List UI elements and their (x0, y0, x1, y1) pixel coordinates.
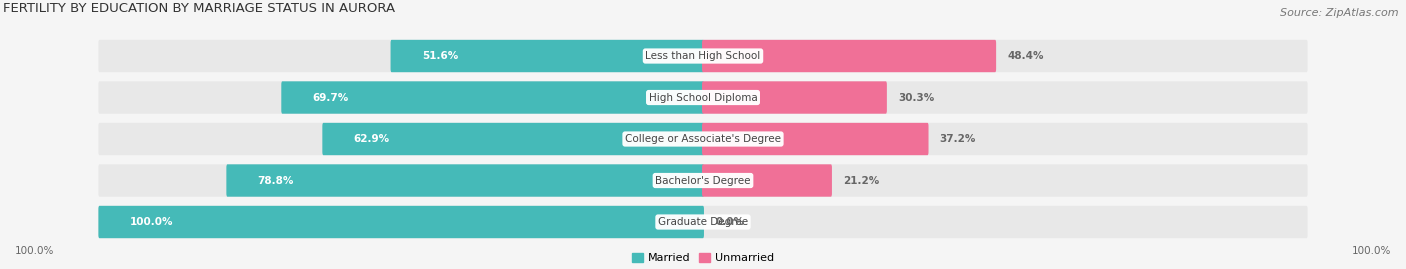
FancyBboxPatch shape (98, 123, 1308, 155)
FancyBboxPatch shape (98, 206, 1308, 238)
Text: 51.6%: 51.6% (422, 51, 458, 61)
FancyBboxPatch shape (702, 123, 928, 155)
FancyBboxPatch shape (281, 81, 704, 114)
FancyBboxPatch shape (98, 81, 1308, 114)
Legend: Married, Unmarried: Married, Unmarried (627, 248, 779, 268)
FancyBboxPatch shape (98, 206, 704, 238)
FancyBboxPatch shape (391, 40, 704, 72)
Text: FERTILITY BY EDUCATION BY MARRIAGE STATUS IN AURORA: FERTILITY BY EDUCATION BY MARRIAGE STATU… (3, 2, 395, 15)
FancyBboxPatch shape (98, 164, 1308, 197)
Text: College or Associate's Degree: College or Associate's Degree (626, 134, 780, 144)
Text: 48.4%: 48.4% (1007, 51, 1043, 61)
Text: 100.0%: 100.0% (129, 217, 173, 227)
Text: High School Diploma: High School Diploma (648, 93, 758, 102)
FancyBboxPatch shape (702, 40, 995, 72)
FancyBboxPatch shape (702, 81, 887, 114)
FancyBboxPatch shape (322, 123, 704, 155)
Text: Source: ZipAtlas.com: Source: ZipAtlas.com (1281, 8, 1399, 18)
Text: 100.0%: 100.0% (15, 246, 55, 256)
Text: 100.0%: 100.0% (1351, 246, 1391, 256)
Text: 37.2%: 37.2% (939, 134, 976, 144)
FancyBboxPatch shape (702, 164, 832, 197)
FancyBboxPatch shape (226, 164, 704, 197)
Text: 30.3%: 30.3% (898, 93, 934, 102)
Text: 78.8%: 78.8% (257, 175, 294, 186)
Text: Bachelor's Degree: Bachelor's Degree (655, 175, 751, 186)
Text: Less than High School: Less than High School (645, 51, 761, 61)
Text: 62.9%: 62.9% (353, 134, 389, 144)
Text: 21.2%: 21.2% (844, 175, 879, 186)
Text: 69.7%: 69.7% (312, 93, 349, 102)
Text: Graduate Degree: Graduate Degree (658, 217, 748, 227)
FancyBboxPatch shape (98, 40, 1308, 72)
Text: 0.0%: 0.0% (716, 217, 744, 227)
